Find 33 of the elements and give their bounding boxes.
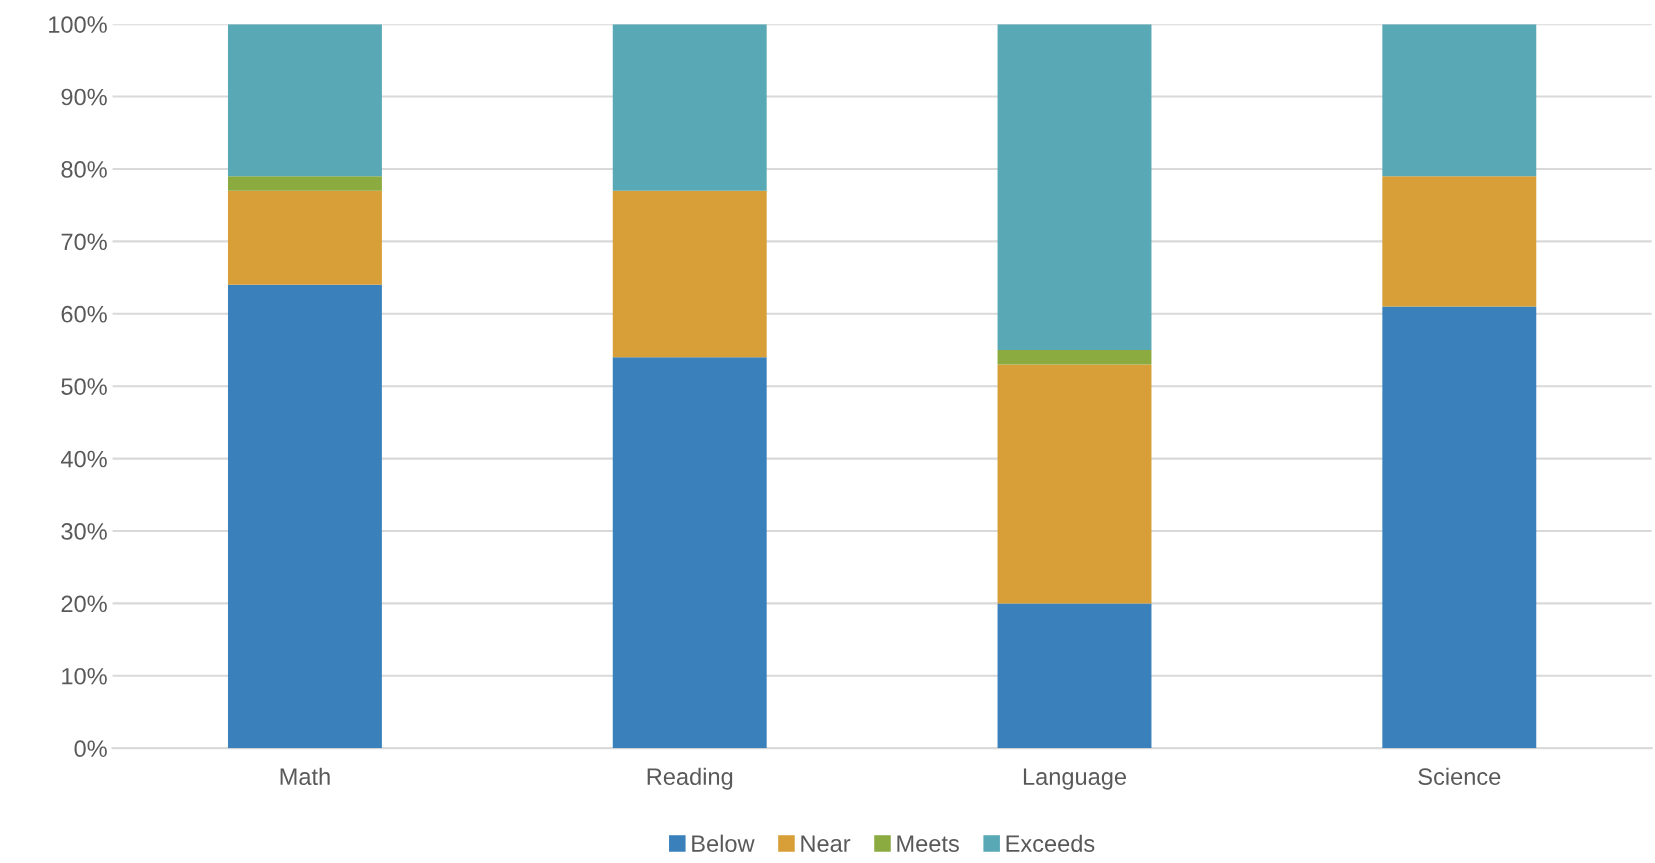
y-tick-label: 0%	[74, 740, 107, 758]
y-tick-label: 10%	[62, 667, 107, 685]
x-tick-label: Math	[280, 767, 330, 786]
bar	[227, 284, 382, 749]
x-tick-label: Language	[1023, 768, 1126, 790]
y-tick-label: 30%	[61, 523, 107, 540]
bar	[997, 24, 1152, 350]
bar	[997, 364, 1152, 604]
y-tick-label: 100%	[49, 16, 107, 33]
y-tick-label: 60%	[61, 305, 107, 323]
bar	[227, 190, 382, 285]
bar	[612, 190, 767, 358]
bar	[612, 357, 767, 749]
bar	[612, 24, 767, 191]
x-tick-label: Science	[1418, 767, 1501, 786]
y-tick-label: 90%	[61, 88, 107, 106]
y-tick-label: 70%	[61, 233, 107, 251]
y-tick-label: 40%	[60, 450, 107, 468]
bar	[1382, 176, 1537, 307]
y-tick-label: 50%	[61, 378, 107, 395]
legend-label: Near	[801, 835, 851, 852]
x-tick-label: Reading	[647, 767, 733, 790]
bar	[227, 24, 382, 177]
bar	[227, 176, 382, 191]
legend-label: Below	[692, 834, 755, 852]
bar	[997, 349, 1152, 365]
bar	[1382, 306, 1537, 749]
legend-label: Meets	[897, 835, 959, 852]
y-tick-label: 80%	[61, 161, 107, 178]
bar	[1382, 24, 1537, 177]
legend-label: Exceeds	[1006, 834, 1095, 852]
y-tick-label: 20%	[61, 595, 107, 613]
bar	[997, 603, 1152, 749]
